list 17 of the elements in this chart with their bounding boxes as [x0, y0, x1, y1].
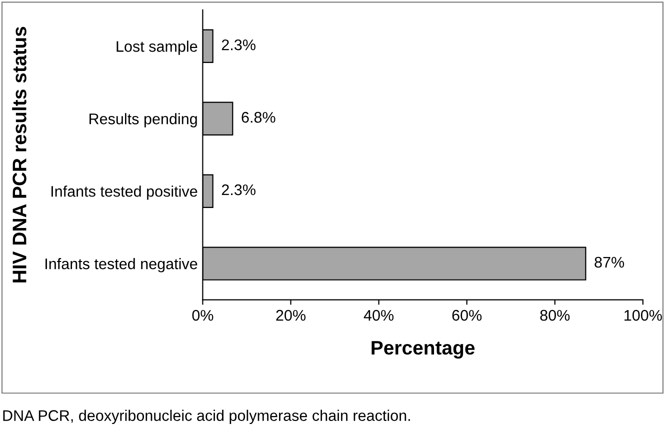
x-axis-title: Percentage — [372, 341, 475, 359]
y-tick-label: Infants tested positive — [51, 186, 198, 200]
data-label: 6.8% — [242, 112, 276, 123]
y-tick-label: Results pending — [90, 113, 197, 128]
text: DNA PCR, deoxyribonucleic acid polymerase chain reaction. — [3, 410, 410, 424]
x-tick-label: 60% — [452, 310, 482, 321]
y-tick-label: Lost sample — [116, 40, 198, 55]
x-tick-label: 80% — [540, 310, 570, 321]
x-tick-label: 40% — [364, 310, 394, 321]
x-tick-label: 20% — [276, 310, 306, 321]
y-tick-label: Infants tested negative — [46, 258, 198, 272]
data-label: 2.3% — [222, 184, 256, 196]
x-tick-label: 100% — [624, 310, 662, 321]
data-label: 87% — [594, 256, 624, 268]
x-tick-label: 0% — [192, 310, 214, 321]
y-axis-title: HIV DNA PCR results status — [12, 26, 26, 282]
data-label: 2.3% — [222, 39, 256, 50]
